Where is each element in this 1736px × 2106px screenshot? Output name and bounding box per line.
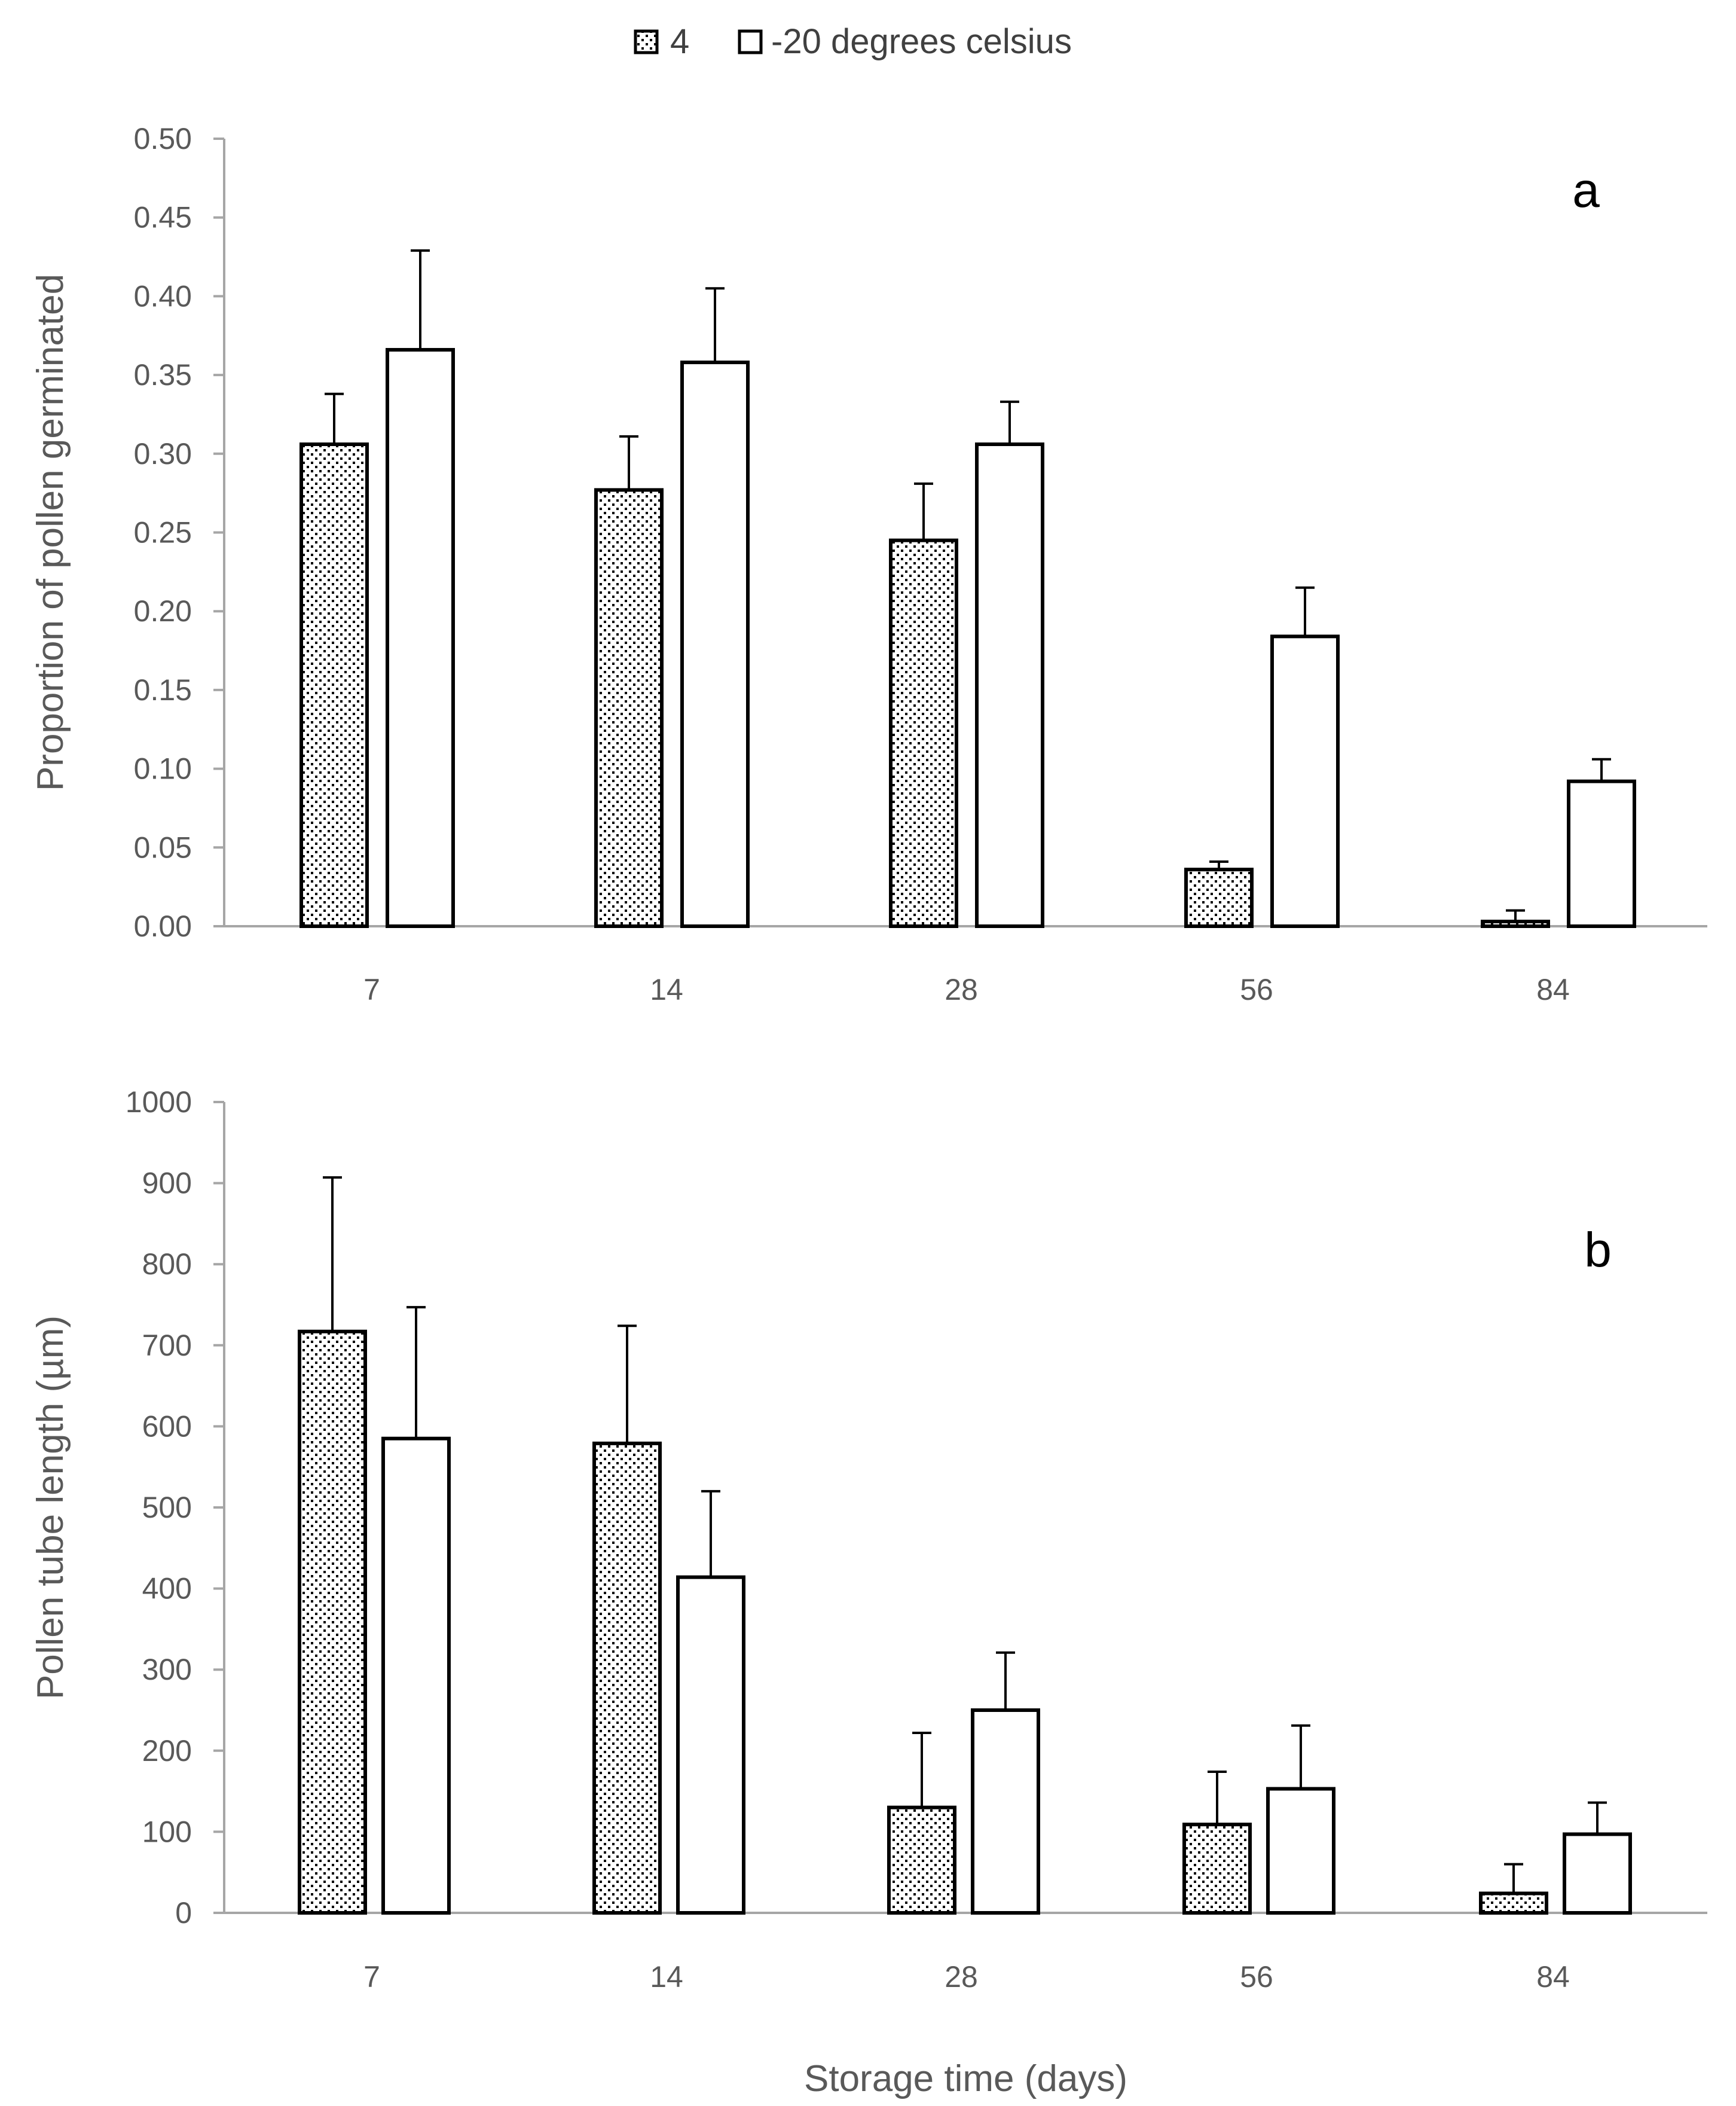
panel-b-x-tick-label: 56 bbox=[1240, 1960, 1273, 1994]
panel-a-bar-minus20c bbox=[975, 442, 1044, 928]
panel-b-y-tick-label: 300 bbox=[142, 1653, 192, 1686]
panel-b-y-tick-label: 500 bbox=[142, 1491, 192, 1524]
panel-b-bar-minus20c bbox=[1266, 1787, 1335, 1915]
panel-a-x-tick-label: 7 bbox=[363, 973, 380, 1006]
panel-a-y-tick-label: 0.25 bbox=[134, 516, 192, 550]
panel-a-x-tick-label: 84 bbox=[1536, 973, 1570, 1006]
panel-a-bar-4c bbox=[299, 442, 369, 928]
panel-a-x-tick-label: 14 bbox=[650, 973, 683, 1006]
panel-a-bar-4c bbox=[889, 538, 958, 928]
panel-b-x-axis-title: Storage time (days) bbox=[804, 2058, 1127, 2099]
panel-b-y-tick-label: 700 bbox=[142, 1329, 192, 1362]
legend-swatch-4 bbox=[634, 29, 659, 54]
panel-b-bar-minus20c bbox=[1563, 1832, 1632, 1915]
panel-b-x-tick-label: 84 bbox=[1536, 1960, 1570, 1994]
panel-b-y-tick-label: 0 bbox=[175, 1896, 192, 1930]
panel-a-y-tick-label: 0.20 bbox=[134, 594, 192, 628]
panel-a-bar-4c bbox=[1184, 868, 1254, 929]
panel-b-y-tick-label: 400 bbox=[142, 1572, 192, 1606]
panel-a-bar-4c bbox=[1481, 920, 1550, 929]
panel-a-y-tick-label: 0.30 bbox=[134, 437, 192, 471]
panel-b-bar-4c bbox=[1479, 1891, 1548, 1915]
panel-a-x-tick-label: 28 bbox=[945, 973, 978, 1006]
panel-b-bar-minus20c bbox=[381, 1436, 451, 1915]
panel-a-y-tick-label: 0.45 bbox=[134, 201, 192, 234]
panel-a-bar-4c bbox=[594, 488, 664, 928]
panel-a-label: a bbox=[1572, 163, 1600, 218]
panel-a-y-tick-label: 0.05 bbox=[134, 831, 192, 864]
panel-a-bar-minus20c bbox=[1567, 779, 1636, 928]
panel-b-y-tick-label: 600 bbox=[142, 1409, 192, 1443]
panel-b-label: b bbox=[1584, 1223, 1612, 1277]
panel-b-y-axis-title: Pollen tube length (µm) bbox=[30, 1316, 71, 1699]
panel-b-bar-minus20c bbox=[971, 1708, 1040, 1915]
panel-b-y-tick-label: 900 bbox=[142, 1167, 192, 1200]
panel-a-y-axis-title: Proportion of pollen germinated bbox=[30, 274, 71, 791]
legend-label-4: 4 bbox=[670, 22, 689, 61]
panel-b-bar-4c bbox=[1182, 1823, 1252, 1915]
panel-b-x-tick-label: 28 bbox=[945, 1960, 978, 1994]
legend: 4 -20 degrees celsius bbox=[634, 22, 1072, 61]
panel-b-plot: 0 100 200 300 400 500 600 700 800 900 1000 7 14 28 56 8… bbox=[30, 1085, 1707, 2099]
panel-a-y-tick-label: 0.35 bbox=[134, 358, 192, 392]
panel-a-y-tick-label: 0.50 bbox=[134, 122, 192, 155]
panel-a-y-tick-label: 0.40 bbox=[134, 279, 192, 313]
panel-a-bar-minus20c bbox=[680, 361, 750, 928]
panel-a-bar-minus20c bbox=[386, 347, 455, 928]
panel-a-y-tick-label: 0.15 bbox=[134, 673, 192, 707]
panel-b-bar-4c bbox=[887, 1805, 956, 1915]
legend-swatch-minus20 bbox=[738, 29, 763, 54]
panel-b-bar-minus20c bbox=[676, 1575, 745, 1915]
panel-b-y-tick-label: 100 bbox=[142, 1815, 192, 1848]
panel-b-x-tick-label: 14 bbox=[650, 1960, 683, 1994]
panel-a-x-tick-label: 56 bbox=[1240, 973, 1273, 1006]
panel-b-x-tick-label: 7 bbox=[363, 1960, 380, 1994]
panel-b-bar-4c bbox=[298, 1329, 367, 1915]
panel-a-plot: 0.00 0.05 0.10 0.15 0.20 0.25 0.30 0.35 0.40 0.45… bbox=[30, 122, 1707, 1006]
panel-a-bar-minus20c bbox=[1270, 634, 1340, 928]
panel-b-bar-4c bbox=[592, 1441, 662, 1915]
panel-b-y-tick-label: 1000 bbox=[126, 1085, 192, 1119]
panel-a-y-tick-label: 0.00 bbox=[134, 909, 192, 943]
panel-b-y-tick-label: 200 bbox=[142, 1734, 192, 1768]
legend-label-minus20: -20 degrees celsius bbox=[771, 22, 1072, 61]
panel-a-y-tick-label: 0.10 bbox=[134, 752, 192, 786]
panel-b-y-tick-label: 800 bbox=[142, 1247, 192, 1281]
